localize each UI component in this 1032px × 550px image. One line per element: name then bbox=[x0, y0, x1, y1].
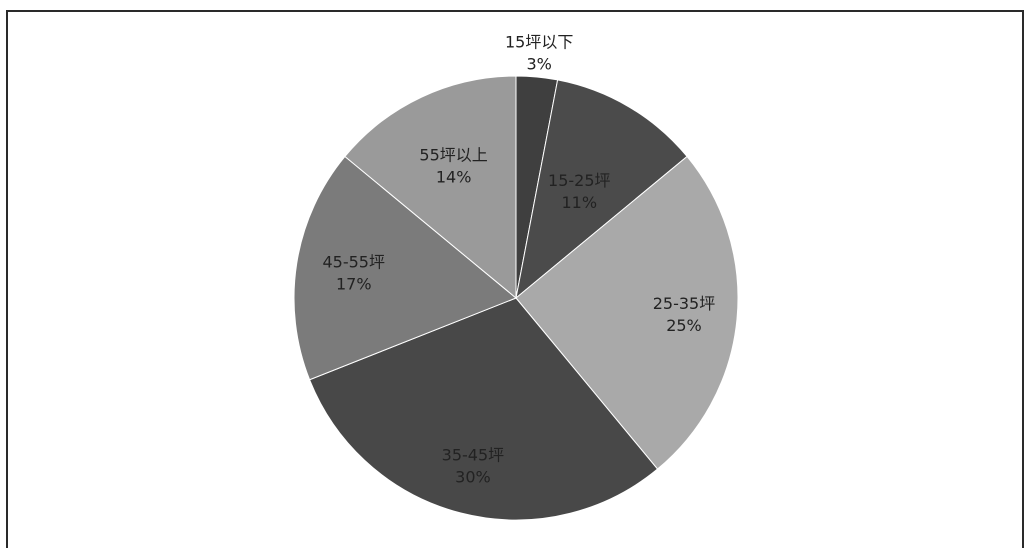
slice-category-label: 15-25坪 bbox=[548, 171, 611, 190]
pie-slice-6 bbox=[344, 75, 517, 300]
slice-percent-label: 14% bbox=[436, 167, 472, 186]
slice-percent-label: 30% bbox=[455, 468, 491, 487]
pie-labels: 15坪以下 3% 15-25坪 11% 25-35坪 25% 35-45坪 30% 45-55坪… bbox=[322, 33, 715, 487]
slice-category-label: 45-55坪 bbox=[322, 252, 385, 271]
pie-slice-4 bbox=[308, 297, 659, 521]
slice-percent-label: 3% bbox=[526, 55, 551, 74]
pie-slice-5 bbox=[293, 155, 517, 381]
pie-slices bbox=[293, 75, 739, 521]
slice-category-label: 55坪以上 bbox=[419, 145, 487, 164]
slice-percent-label: 17% bbox=[336, 274, 372, 293]
slice-category-label: 25-35坪 bbox=[653, 294, 716, 313]
slice-percent-label: 11% bbox=[562, 193, 598, 212]
slice-percent-label: 25% bbox=[666, 316, 702, 335]
pie-slice-2 bbox=[515, 79, 688, 300]
slice-category-label: 35-45坪 bbox=[442, 446, 505, 465]
slice-category-label: 15坪以下 bbox=[505, 33, 573, 52]
pie-slice-3 bbox=[515, 155, 739, 470]
